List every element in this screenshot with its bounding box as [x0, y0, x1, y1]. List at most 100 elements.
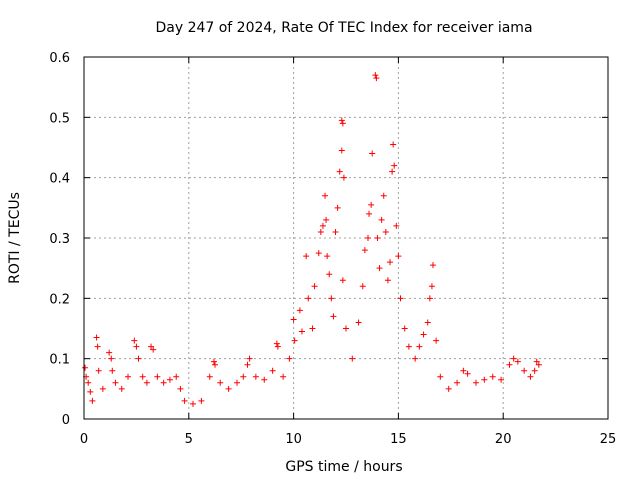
data-point: [189, 400, 196, 407]
data-point: [106, 349, 113, 356]
data-point: [343, 325, 349, 332]
data-point: [454, 379, 461, 386]
x-tick-label: 5: [185, 432, 193, 447]
y-tick-label: 0: [62, 413, 70, 428]
data-point: [384, 277, 391, 284]
data-point: [177, 385, 184, 392]
data-point: [322, 192, 329, 199]
chart-title: Day 247 of 2024, Rate Of TEC Index for r…: [155, 20, 532, 36]
data-point: [311, 283, 318, 290]
data-point: [206, 373, 213, 380]
data-point: [412, 355, 419, 362]
axis-ticks: 0 5 10 15 20 25 0 0.1 0.2 0.3 0.4 0.5 0.6: [49, 51, 616, 447]
y-axis-title: ROTI / TECUs: [7, 192, 23, 284]
data-point: [420, 331, 427, 338]
data-point: [391, 162, 398, 169]
data-point: [336, 168, 343, 175]
data-point: [139, 373, 146, 380]
data-point: [332, 228, 339, 235]
data-point: [460, 367, 467, 374]
data-point: [429, 262, 436, 269]
data-point: [244, 361, 251, 368]
data-point: [166, 376, 173, 383]
data-point: [361, 247, 368, 254]
data-point: [87, 388, 94, 395]
data-point: [366, 210, 373, 217]
y-tick-label: 0.3: [49, 232, 70, 247]
data-point: [95, 367, 102, 374]
data-point: [338, 117, 345, 124]
data-point: [252, 373, 259, 380]
data-point: [323, 216, 330, 223]
data-point: [280, 373, 287, 380]
data-point: [133, 343, 140, 350]
x-axis-title: GPS time / hours: [285, 459, 402, 475]
data-point: [349, 355, 356, 362]
data-point: [112, 379, 119, 386]
data-point: [437, 373, 444, 380]
data-point: [181, 397, 188, 404]
data-point: [506, 361, 513, 368]
data-point: [324, 253, 331, 260]
data-point: [212, 361, 218, 368]
data-point: [246, 355, 253, 362]
data-point: [426, 295, 433, 302]
data-point: [217, 379, 224, 386]
data-point: [82, 364, 89, 371]
data-point: [143, 379, 150, 386]
data-point: [378, 216, 385, 223]
data-point: [296, 307, 303, 314]
data-point: [108, 355, 115, 362]
x-tick-label: 25: [600, 432, 617, 447]
data-point: [397, 295, 404, 302]
data-point: [416, 343, 423, 350]
data-point: [305, 295, 312, 302]
data-point: [330, 313, 337, 320]
data-point: [374, 235, 381, 241]
data-point: [315, 250, 322, 257]
data-point: [240, 373, 247, 380]
data-point: [472, 379, 479, 386]
data-point: [94, 343, 101, 350]
data-point: [148, 343, 155, 350]
data-point: [261, 376, 268, 383]
data-point: [531, 367, 538, 374]
data-point: [326, 271, 333, 278]
data-point: [373, 75, 380, 82]
data-point: [93, 334, 100, 341]
data-point: [286, 355, 293, 362]
data-point: [355, 319, 362, 326]
data-point: [154, 373, 161, 380]
data-point: [365, 235, 372, 241]
data-point: [376, 265, 383, 272]
data-point: [527, 373, 534, 380]
data-point: [99, 385, 106, 392]
data-point: [514, 358, 521, 365]
data-point: [424, 319, 431, 326]
data-points: [82, 72, 542, 407]
data-point: [401, 325, 408, 332]
data-point: [317, 228, 324, 235]
data-point: [328, 295, 335, 302]
data-point: [339, 120, 346, 127]
data-point: [234, 379, 241, 386]
x-tick-label: 20: [495, 432, 512, 447]
data-point: [135, 355, 142, 362]
data-point: [309, 325, 316, 332]
x-tick-label: 10: [285, 432, 302, 447]
data-point: [334, 204, 341, 211]
data-point: [405, 343, 412, 350]
data-point: [339, 277, 346, 284]
y-tick-label: 0.4: [49, 172, 70, 187]
data-point: [390, 141, 397, 148]
data-point: [372, 72, 379, 79]
data-point: [359, 283, 366, 290]
data-point: [160, 379, 167, 386]
data-point: [489, 373, 496, 380]
data-point: [510, 355, 517, 362]
data-point: [498, 376, 505, 383]
data-point: [464, 370, 471, 377]
data-point: [535, 361, 542, 368]
data-point: [291, 337, 298, 344]
data-point: [481, 376, 488, 383]
